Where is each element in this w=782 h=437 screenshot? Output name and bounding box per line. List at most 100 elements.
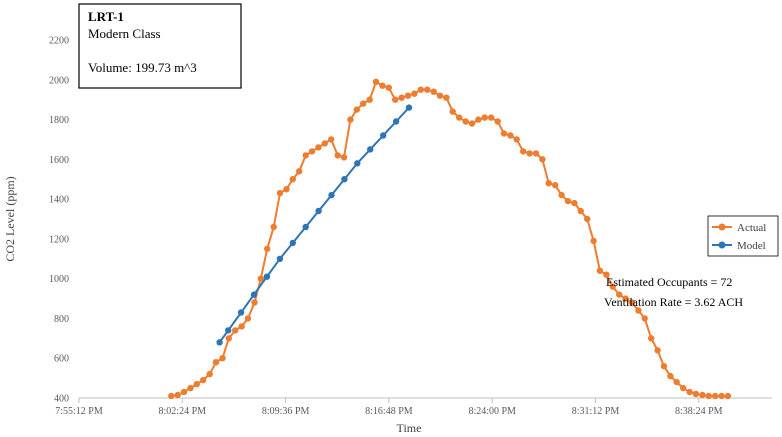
data-point-actual (513, 136, 520, 143)
data-point-actual (564, 197, 572, 205)
series-line-model (218, 106, 410, 343)
data-point-model (216, 339, 223, 346)
data-point-actual (571, 199, 578, 207)
data-point-model (367, 146, 374, 153)
data-point-model (405, 104, 413, 111)
data-point-actual (494, 118, 501, 125)
data-point-actual (296, 168, 303, 175)
data-point-actual (552, 182, 559, 189)
data-point-actual (686, 388, 693, 396)
data-point-actual (392, 96, 399, 103)
data-point-actual (648, 335, 655, 342)
y-tick-label: 2000 (49, 75, 69, 86)
data-point-model (315, 207, 322, 215)
data-point-model (289, 239, 296, 247)
y-tick-label: 1400 (49, 195, 69, 206)
data-point-model (225, 327, 232, 334)
data-point-actual (353, 106, 360, 113)
data-point-actual (699, 391, 706, 399)
data-point-actual (264, 245, 271, 252)
data-point-actual (532, 150, 540, 157)
data-point-actual (603, 271, 610, 278)
data-point-model (392, 118, 400, 125)
data-point-actual (276, 189, 284, 197)
y-tick-label: 1600 (49, 155, 69, 166)
x-tick-label: 8:09:36 PM (262, 406, 310, 417)
data-point-actual (596, 267, 604, 274)
data-point-actual (667, 372, 674, 380)
series-actual (168, 78, 732, 400)
data-point-actual (302, 152, 309, 159)
data-point-actual (200, 376, 207, 384)
y-axis-title: CO2 Level (ppm) (3, 176, 17, 261)
data-point-model (302, 223, 309, 231)
data-point-actual (206, 370, 213, 378)
data-point-actual (449, 108, 456, 115)
data-point-actual (212, 359, 220, 366)
data-point-actual (328, 136, 335, 143)
info-box-volume: Volume: 199.73 m^3 (88, 60, 197, 75)
x-tick-label: 8:16:48 PM (365, 406, 413, 417)
data-point-actual (180, 388, 188, 396)
data-point-actual (660, 363, 668, 370)
data-point-actual (577, 207, 584, 215)
data-point-model (328, 191, 335, 199)
legend-marker-model (718, 241, 726, 249)
data-point-actual (366, 96, 373, 103)
data-point-actual (257, 275, 264, 282)
data-point-actual (315, 144, 322, 151)
data-point-actual (705, 392, 712, 400)
data-point-actual (462, 118, 469, 125)
data-point-actual (347, 116, 354, 123)
data-point-model (380, 132, 387, 139)
data-point-actual (289, 176, 296, 183)
data-point-actual (411, 90, 418, 97)
data-point-actual (372, 78, 380, 86)
y-tick-label: 2200 (49, 36, 69, 47)
data-point-actual (225, 335, 232, 342)
y-tick-label: 800 (54, 314, 69, 325)
x-axis-title: Time (397, 421, 422, 435)
data-point-actual (219, 355, 226, 362)
data-point-actual (507, 132, 514, 139)
data-point-actual (436, 92, 444, 99)
y-tick-label: 1000 (49, 274, 69, 285)
data-point-actual (692, 390, 700, 398)
data-point-actual (545, 180, 552, 187)
data-point-actual (673, 378, 680, 386)
data-point-actual (443, 94, 450, 101)
axes: 400 600 800 1000 1200 1400 1600 1800 2000 2200 7:5… (49, 36, 772, 417)
data-point-actual (340, 154, 348, 161)
data-point-actual (468, 120, 476, 127)
data-point-actual (712, 392, 719, 400)
data-point-model (263, 273, 271, 280)
data-point-actual (283, 186, 290, 193)
data-point-actual (590, 237, 597, 245)
legend: Actual Model (707, 215, 779, 257)
legend-label-actual: Actual (737, 222, 766, 234)
y-tick-label: 600 (54, 354, 69, 365)
data-point-actual (168, 392, 175, 400)
data-point-actual (238, 323, 245, 330)
info-box: LRT-1 Modern Class Volume: 199.73 m^3 (78, 3, 242, 89)
x-tick-label: 8:24:00 PM (468, 406, 516, 417)
data-point-actual (488, 114, 495, 121)
data-point-actual (718, 392, 725, 400)
data-point-model (354, 160, 361, 167)
data-point-actual (193, 380, 200, 388)
x-tick-label: 8:02:24 PM (159, 406, 207, 417)
data-point-actual (456, 114, 463, 121)
data-point-actual (609, 283, 616, 290)
info-box-subtitle: Modern Class (88, 26, 161, 41)
data-point-model (276, 255, 284, 262)
data-point-actual (174, 391, 181, 399)
data-point-actual (475, 116, 482, 123)
data-point-actual (616, 291, 623, 298)
data-point-actual (417, 86, 424, 93)
legend-marker-actual (718, 223, 726, 231)
data-point-actual (379, 82, 386, 89)
y-tick-label: 1800 (49, 115, 69, 126)
data-point-actual (724, 392, 732, 400)
